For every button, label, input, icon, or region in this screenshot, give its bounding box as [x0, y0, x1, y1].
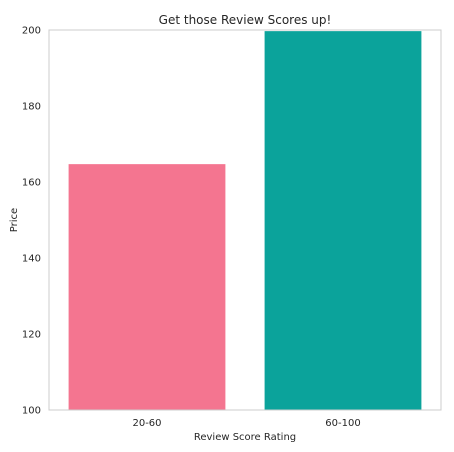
x-axis-ticks: 20-60 60-100 — [132, 418, 360, 429]
y-axis-title: Price — [9, 208, 20, 232]
x-axis-title: Review Score Rating — [194, 432, 296, 443]
y-tick-label: 200 — [22, 26, 41, 37]
y-tick-label: 160 — [22, 178, 41, 189]
y-tick-label: 100 — [22, 406, 41, 417]
chart-title: Get those Review Scores up! — [159, 13, 332, 27]
bar-20-60 — [68, 164, 226, 410]
y-axis-ticks: 100 120 140 160 180 200 — [22, 26, 41, 417]
y-tick-label: 120 — [22, 330, 41, 341]
y-tick-label: 140 — [22, 254, 41, 265]
x-tick-label: 60-100 — [325, 418, 360, 429]
bar-60-100 — [264, 31, 422, 410]
bars-group — [68, 31, 422, 410]
x-tick-label: 20-60 — [132, 418, 161, 429]
y-tick-label: 180 — [22, 102, 41, 113]
plot-frame — [48, 29, 442, 411]
